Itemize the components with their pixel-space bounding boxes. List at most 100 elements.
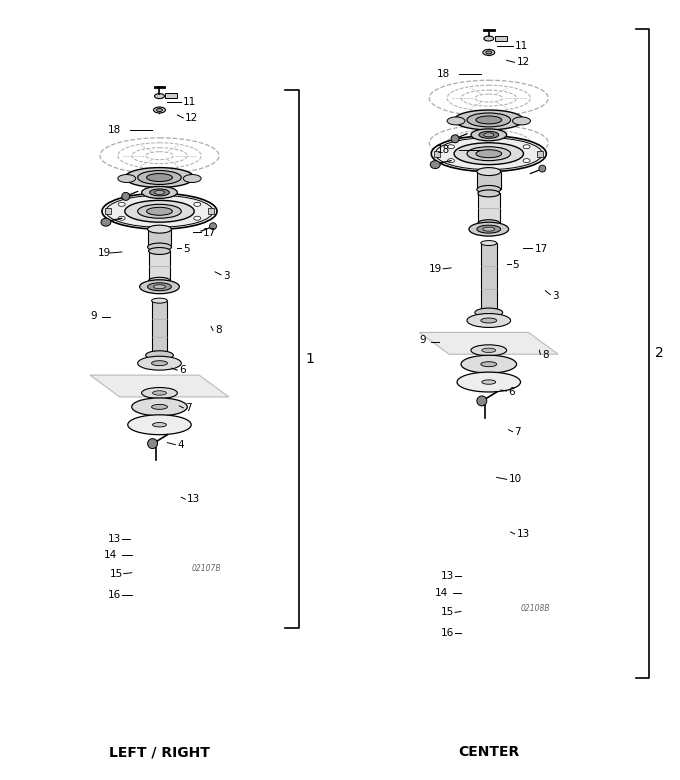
Ellipse shape	[137, 356, 182, 370]
Text: 5: 5	[184, 244, 190, 254]
Ellipse shape	[539, 165, 546, 172]
Text: 18: 18	[437, 145, 450, 154]
Ellipse shape	[102, 193, 217, 229]
Bar	[208, 208, 214, 215]
Text: 10: 10	[509, 474, 522, 484]
Text: 12: 12	[517, 58, 530, 67]
Ellipse shape	[430, 161, 440, 168]
Text: 19: 19	[429, 264, 443, 274]
Text: 7: 7	[185, 403, 192, 413]
Text: 3: 3	[223, 271, 230, 281]
Ellipse shape	[477, 225, 500, 233]
Ellipse shape	[431, 136, 546, 172]
Ellipse shape	[147, 174, 173, 182]
Bar	[481, 243, 496, 313]
Ellipse shape	[478, 190, 500, 197]
Ellipse shape	[471, 345, 507, 356]
Text: 13: 13	[187, 495, 201, 504]
Text: 19: 19	[98, 248, 112, 258]
Ellipse shape	[148, 278, 171, 284]
Ellipse shape	[118, 175, 136, 183]
Ellipse shape	[469, 222, 509, 236]
Text: 13: 13	[517, 529, 530, 539]
Text: 7: 7	[515, 427, 521, 437]
Ellipse shape	[152, 423, 167, 427]
Bar	[435, 151, 440, 157]
Ellipse shape	[137, 171, 182, 185]
Ellipse shape	[476, 116, 502, 124]
Ellipse shape	[137, 204, 182, 218]
Ellipse shape	[152, 391, 167, 395]
Ellipse shape	[209, 223, 216, 229]
Ellipse shape	[152, 353, 167, 358]
Ellipse shape	[481, 310, 496, 315]
Ellipse shape	[523, 158, 530, 163]
Ellipse shape	[147, 207, 173, 215]
Ellipse shape	[154, 285, 165, 289]
Ellipse shape	[467, 314, 511, 328]
Text: 02108B: 02108B	[520, 604, 550, 613]
Text: 18: 18	[108, 125, 121, 135]
Ellipse shape	[479, 131, 498, 138]
Ellipse shape	[148, 283, 171, 291]
Text: 13: 13	[108, 534, 121, 544]
Bar	[152, 300, 167, 355]
Bar	[495, 36, 507, 41]
Ellipse shape	[523, 145, 530, 149]
Text: 17: 17	[203, 228, 216, 238]
Ellipse shape	[486, 51, 492, 54]
Ellipse shape	[454, 143, 524, 165]
Ellipse shape	[447, 117, 465, 125]
Text: 11: 11	[184, 97, 197, 107]
Ellipse shape	[184, 175, 201, 183]
Ellipse shape	[132, 398, 187, 416]
Polygon shape	[90, 375, 229, 397]
Ellipse shape	[118, 216, 125, 220]
Ellipse shape	[156, 108, 163, 112]
Text: 8: 8	[215, 325, 222, 335]
Bar	[477, 172, 500, 190]
Ellipse shape	[457, 372, 520, 392]
Ellipse shape	[461, 355, 517, 373]
Text: 17: 17	[534, 244, 547, 254]
Ellipse shape	[467, 113, 511, 127]
Bar	[165, 93, 177, 98]
Text: 11: 11	[515, 41, 528, 51]
Text: 16: 16	[108, 590, 121, 600]
Ellipse shape	[481, 318, 496, 323]
Ellipse shape	[481, 240, 496, 246]
Text: 8: 8	[543, 350, 549, 360]
Text: 3: 3	[552, 291, 559, 300]
Ellipse shape	[476, 150, 502, 158]
Ellipse shape	[451, 135, 459, 143]
Ellipse shape	[148, 438, 158, 448]
Ellipse shape	[483, 227, 495, 231]
Ellipse shape	[513, 117, 530, 125]
Ellipse shape	[477, 168, 500, 176]
Text: 9: 9	[90, 310, 97, 321]
Text: 6: 6	[509, 387, 515, 397]
Bar	[537, 151, 543, 157]
Ellipse shape	[148, 247, 171, 254]
Ellipse shape	[475, 308, 503, 317]
Text: 15: 15	[110, 569, 123, 579]
Text: 12: 12	[185, 113, 199, 123]
Ellipse shape	[481, 362, 496, 367]
Text: LEFT / RIGHT: LEFT / RIGHT	[109, 746, 210, 760]
Text: 16: 16	[441, 628, 454, 638]
Ellipse shape	[154, 107, 165, 113]
Text: 14: 14	[435, 587, 449, 597]
Bar	[148, 229, 171, 247]
Text: 18: 18	[437, 69, 450, 80]
Ellipse shape	[447, 145, 454, 149]
Ellipse shape	[477, 396, 487, 406]
Ellipse shape	[482, 348, 496, 353]
Bar	[105, 208, 111, 215]
Ellipse shape	[477, 186, 500, 193]
Ellipse shape	[447, 158, 454, 163]
Ellipse shape	[141, 186, 177, 198]
Text: 9: 9	[420, 335, 426, 346]
Ellipse shape	[150, 189, 169, 196]
Ellipse shape	[122, 193, 130, 200]
Text: 6: 6	[180, 365, 186, 375]
